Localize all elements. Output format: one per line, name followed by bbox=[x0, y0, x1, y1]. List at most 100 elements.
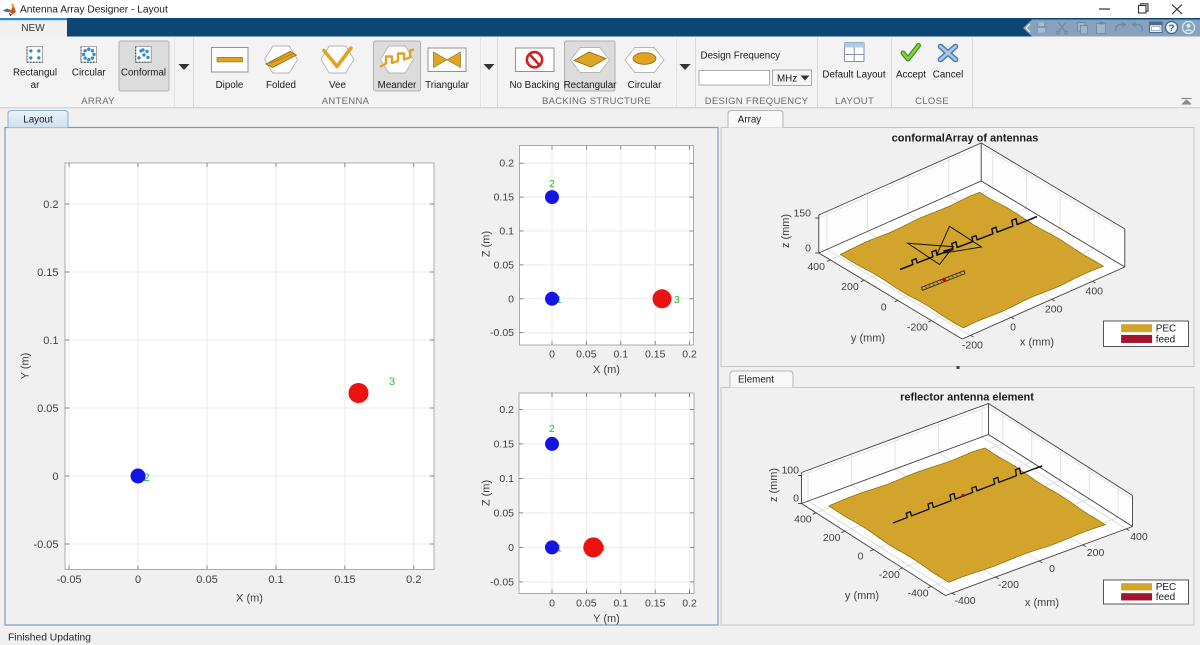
svg-text:Y (m): Y (m) bbox=[20, 353, 32, 380]
svg-text:0.2: 0.2 bbox=[43, 199, 58, 211]
svg-text:0.1: 0.1 bbox=[499, 226, 514, 238]
svg-text:0: 0 bbox=[508, 542, 514, 554]
svg-text:Z (m): Z (m) bbox=[481, 480, 493, 506]
svg-text:NEW: NEW bbox=[21, 23, 45, 34]
svg-text:-0.05: -0.05 bbox=[33, 539, 58, 551]
svg-text:0.2: 0.2 bbox=[682, 349, 697, 361]
svg-text:z (mm): z (mm) bbox=[768, 468, 780, 502]
svg-text:0: 0 bbox=[52, 471, 58, 483]
svg-text:2: 2 bbox=[144, 472, 150, 484]
svg-text:0.1: 0.1 bbox=[43, 335, 58, 347]
svg-text:-400: -400 bbox=[908, 587, 929, 599]
svg-text:CLOSE: CLOSE bbox=[915, 96, 949, 107]
svg-text:400: 400 bbox=[794, 514, 812, 526]
svg-text:0.15: 0.15 bbox=[494, 192, 515, 204]
svg-text:Triangular: Triangular bbox=[425, 80, 469, 91]
svg-text:1: 1 bbox=[556, 294, 562, 306]
svg-text:reflector antenna element: reflector antenna element bbox=[900, 392, 1034, 404]
svg-text:Vee: Vee bbox=[329, 80, 346, 91]
svg-text:0: 0 bbox=[1010, 321, 1016, 333]
svg-text:ARRAY: ARRAY bbox=[81, 96, 115, 107]
svg-text:0.15: 0.15 bbox=[334, 574, 355, 586]
svg-text:-400: -400 bbox=[955, 595, 976, 607]
svg-text:0: 0 bbox=[549, 598, 555, 610]
svg-text:3: 3 bbox=[674, 294, 680, 306]
svg-text:y (mm): y (mm) bbox=[851, 333, 885, 345]
svg-text:0.15: 0.15 bbox=[494, 438, 515, 450]
svg-text:PEC: PEC bbox=[1156, 324, 1177, 335]
svg-text:MHz: MHz bbox=[777, 74, 797, 85]
svg-text:Accept: Accept bbox=[896, 70, 926, 81]
svg-text:-0.05: -0.05 bbox=[57, 574, 82, 586]
svg-text:Circular: Circular bbox=[628, 80, 662, 91]
svg-text:Meander: Meander bbox=[378, 80, 417, 91]
svg-text:0.15: 0.15 bbox=[37, 267, 58, 279]
svg-text:feed: feed bbox=[1156, 592, 1175, 603]
svg-text:0.05: 0.05 bbox=[494, 259, 515, 271]
svg-text:No Backing: No Backing bbox=[509, 80, 559, 91]
svg-text:0.05: 0.05 bbox=[196, 574, 217, 586]
svg-text:Rectangul: Rectangul bbox=[13, 68, 57, 79]
svg-text:Element: Element bbox=[738, 375, 774, 386]
svg-text:0.05: 0.05 bbox=[37, 403, 58, 415]
svg-text:200: 200 bbox=[823, 532, 841, 544]
svg-text:Circular: Circular bbox=[72, 68, 106, 79]
svg-text:y (mm): y (mm) bbox=[845, 590, 879, 602]
svg-text:-200: -200 bbox=[998, 579, 1019, 591]
svg-text:BACKING STRUCTURE: BACKING STRUCTURE bbox=[542, 96, 651, 107]
svg-text:0: 0 bbox=[135, 574, 141, 586]
svg-text:X (m): X (m) bbox=[236, 593, 263, 605]
svg-text:400: 400 bbox=[1130, 531, 1148, 543]
svg-text:-200: -200 bbox=[907, 322, 928, 334]
svg-text:0.15: 0.15 bbox=[645, 349, 666, 361]
svg-text:0: 0 bbox=[793, 493, 799, 505]
svg-text:200: 200 bbox=[1087, 547, 1105, 559]
svg-text:Conformal: Conformal bbox=[121, 68, 166, 79]
svg-text:0.2: 0.2 bbox=[406, 574, 421, 586]
svg-text:ar: ar bbox=[31, 80, 40, 91]
svg-text:0: 0 bbox=[805, 243, 811, 255]
svg-text:0: 0 bbox=[881, 301, 887, 313]
svg-text:0.05: 0.05 bbox=[576, 349, 597, 361]
svg-text:Antenna Array Designer - Layou: Antenna Array Designer - Layout bbox=[20, 5, 168, 16]
svg-text:LAYOUT: LAYOUT bbox=[835, 96, 874, 107]
svg-text:0.2: 0.2 bbox=[682, 598, 697, 610]
svg-text:0.1: 0.1 bbox=[499, 473, 514, 485]
svg-text:0.2: 0.2 bbox=[499, 404, 514, 416]
svg-text:2: 2 bbox=[549, 423, 555, 435]
svg-text:100: 100 bbox=[781, 465, 799, 477]
svg-text:Array: Array bbox=[738, 115, 762, 126]
svg-text:x (mm): x (mm) bbox=[1020, 337, 1054, 349]
svg-text:400: 400 bbox=[1085, 285, 1103, 297]
svg-text:3: 3 bbox=[389, 376, 395, 388]
svg-text:-0.05: -0.05 bbox=[490, 327, 514, 339]
svg-text:200: 200 bbox=[841, 281, 859, 293]
svg-text:Design Frequency: Design Frequency bbox=[701, 51, 781, 62]
svg-text:-200: -200 bbox=[962, 339, 983, 351]
svg-text:150: 150 bbox=[793, 208, 811, 220]
svg-text:-0.05: -0.05 bbox=[490, 576, 514, 588]
svg-text:-200: -200 bbox=[879, 569, 900, 581]
svg-text:2: 2 bbox=[549, 178, 555, 190]
svg-text:0.2: 0.2 bbox=[499, 158, 514, 170]
svg-text:0: 0 bbox=[1049, 563, 1055, 575]
svg-text:Dipole: Dipole bbox=[216, 80, 244, 91]
svg-text:?: ? bbox=[1169, 23, 1175, 34]
svg-text:Default Layout: Default Layout bbox=[822, 70, 885, 81]
svg-text:0.05: 0.05 bbox=[494, 507, 515, 519]
svg-text:conformalArray of antennas: conformalArray of antennas bbox=[892, 133, 1039, 145]
svg-text:z (mm): z (mm) bbox=[780, 214, 792, 248]
svg-text:feed: feed bbox=[1156, 334, 1175, 345]
svg-text:0: 0 bbox=[549, 349, 555, 361]
svg-text:ANTENNA: ANTENNA bbox=[322, 96, 370, 107]
svg-text:0.05: 0.05 bbox=[576, 598, 597, 610]
svg-text:0.1: 0.1 bbox=[613, 598, 628, 610]
svg-text:1: 1 bbox=[556, 543, 562, 555]
svg-text:DESIGN FREQUENCY: DESIGN FREQUENCY bbox=[705, 96, 809, 107]
svg-text:Rectangular: Rectangular bbox=[564, 80, 618, 91]
svg-text:X (m): X (m) bbox=[593, 364, 620, 376]
svg-text:Layout: Layout bbox=[23, 115, 53, 126]
svg-text:Folded: Folded bbox=[266, 80, 296, 91]
svg-text:PEC: PEC bbox=[1156, 582, 1177, 593]
svg-text:Finished Updating: Finished Updating bbox=[8, 633, 91, 644]
